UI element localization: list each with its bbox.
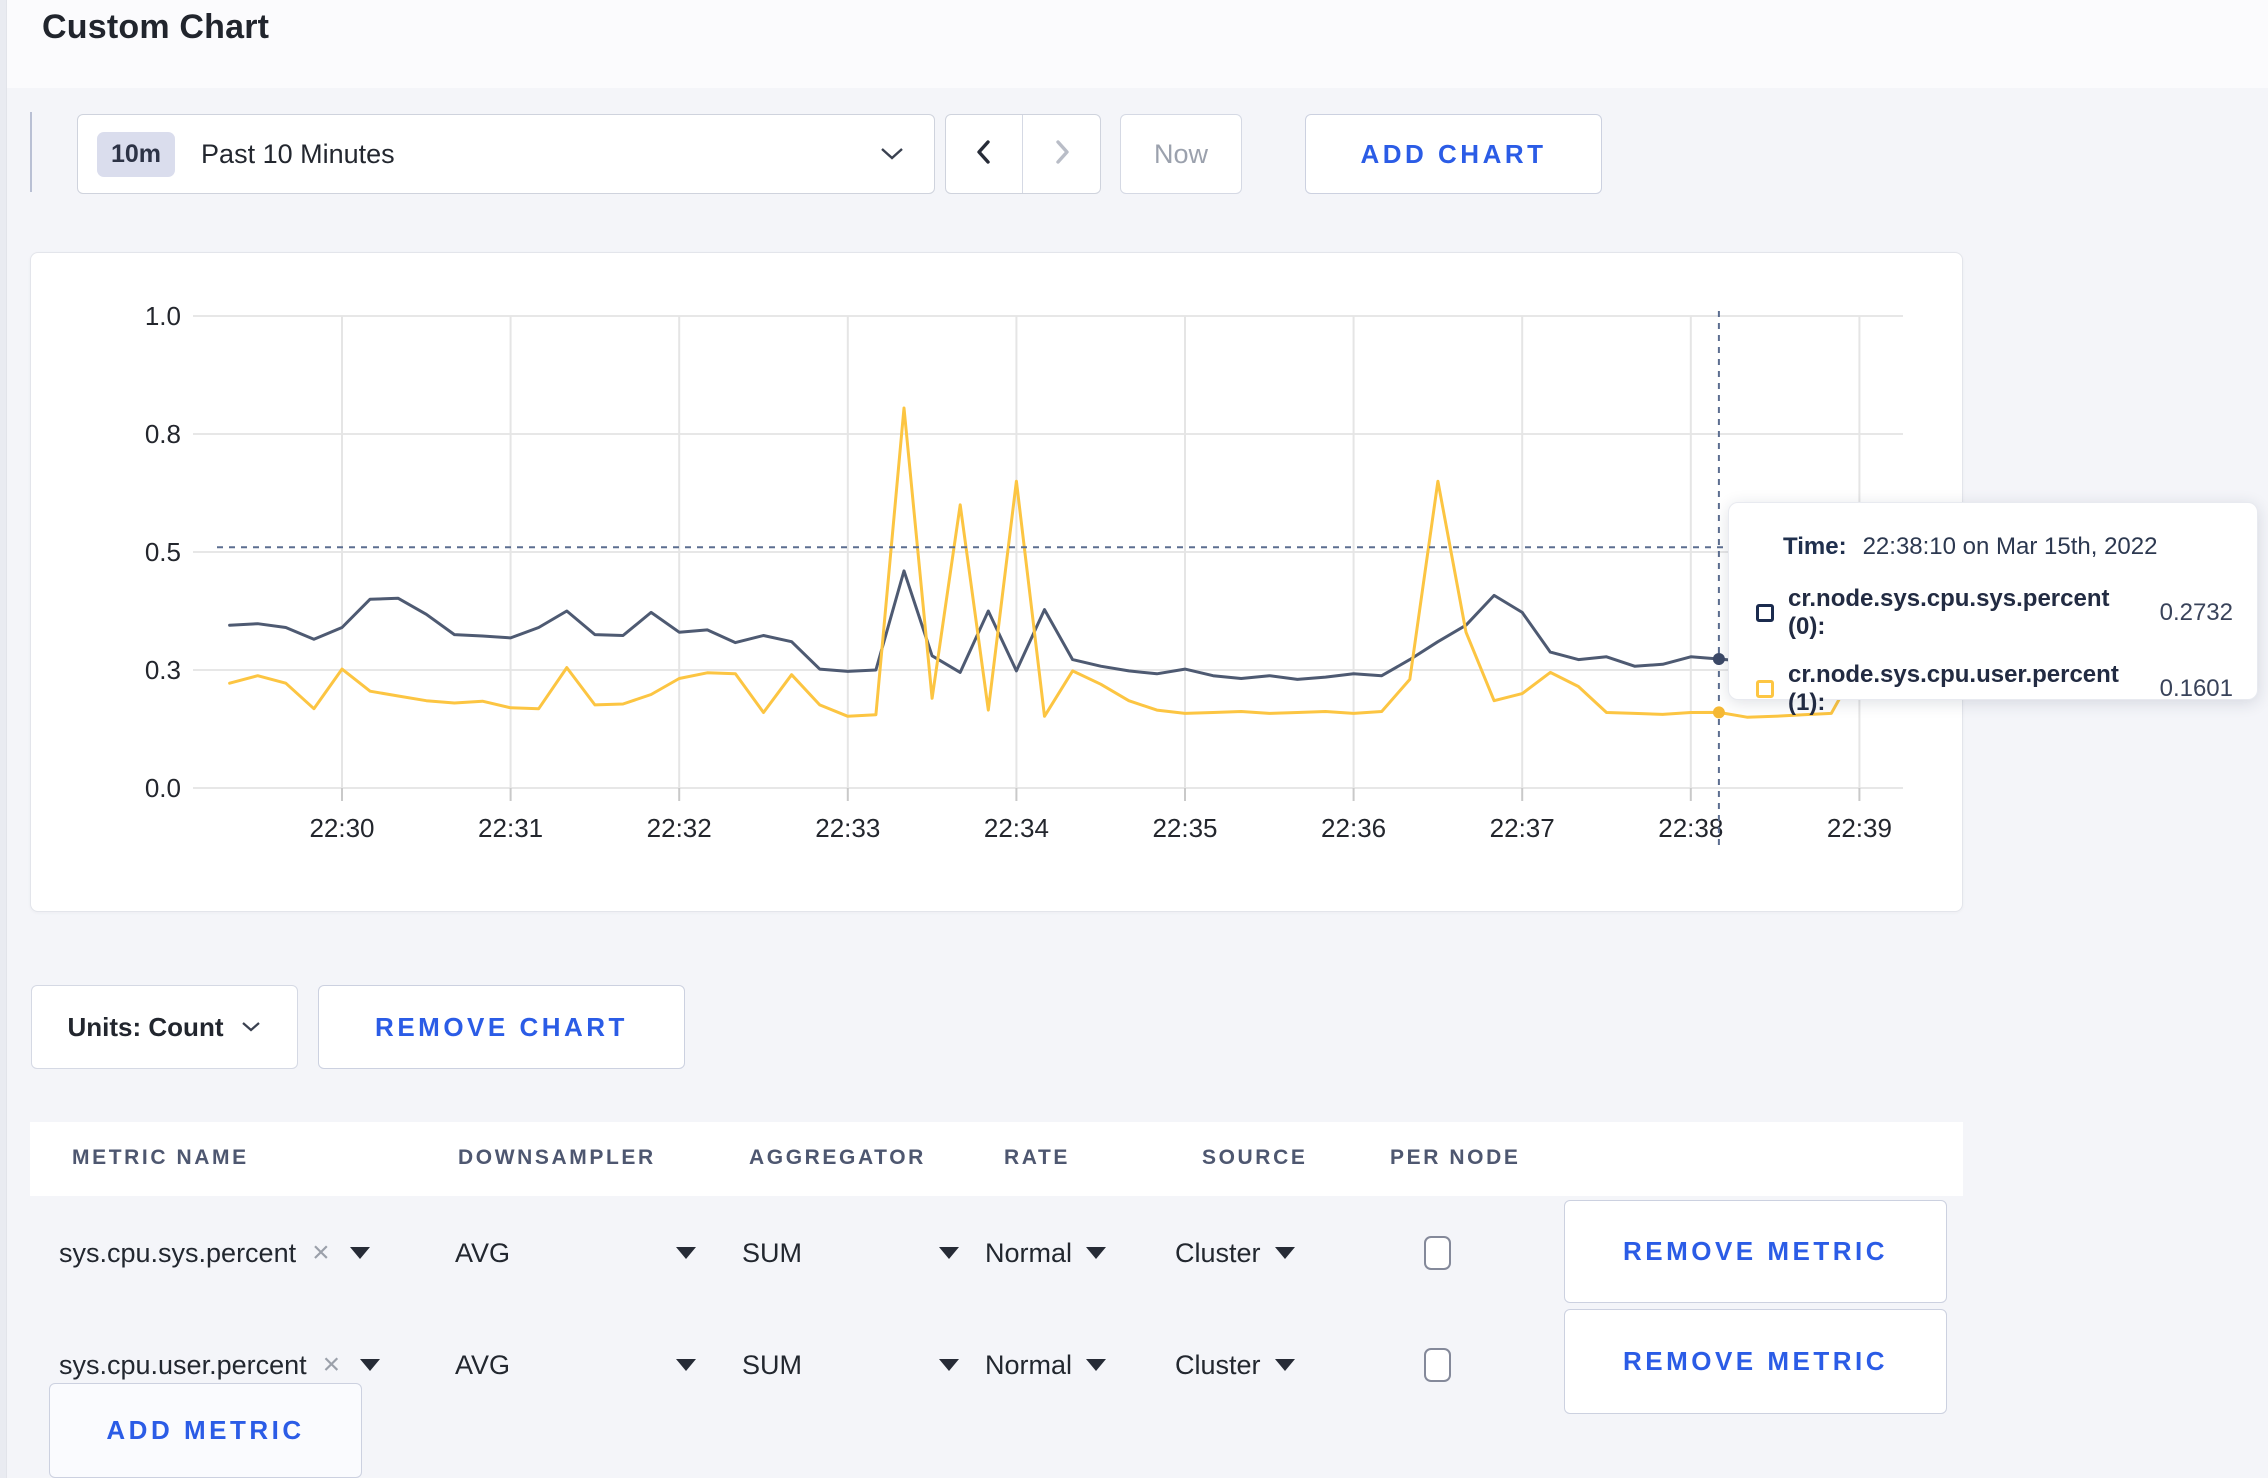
dropdown-arrow-icon (676, 1359, 696, 1371)
svg-text:22:30: 22:30 (309, 813, 374, 843)
downsampler-value: AVG (455, 1237, 511, 1268)
svg-text:22:38: 22:38 (1658, 813, 1723, 843)
prev-time-window-button[interactable] (946, 115, 1023, 193)
svg-text:22:32: 22:32 (647, 813, 712, 843)
aggregator-value: SUM (742, 1349, 802, 1380)
rate-dropdown[interactable]: Normal (985, 1320, 1107, 1410)
dropdown-arrow-icon (1274, 1247, 1295, 1259)
col-header-metric-name: METRIC NAME (72, 1146, 249, 1169)
rate-dropdown[interactable]: Normal (985, 1208, 1107, 1298)
tooltip-series-value: 0.1601 (2159, 675, 2233, 702)
dropdown-arrow-icon (1086, 1247, 1107, 1259)
chevron-left-icon (973, 139, 995, 170)
chevron-down-icon (241, 1021, 261, 1033)
page-left-edge (0, 0, 7, 1478)
svg-text:0.8: 0.8 (145, 419, 181, 449)
series-swatch-icon (1756, 604, 1774, 622)
metric-name-dropdown[interactable]: sys.cpu.user.percent × (59, 1320, 381, 1410)
next-time-window-button[interactable] (1023, 115, 1100, 193)
dropdown-arrow-icon (1274, 1359, 1295, 1371)
time-range-label: Past 10 Minutes (201, 138, 395, 169)
chevron-down-icon (880, 147, 904, 161)
time-scale-badge: 10m (97, 131, 176, 177)
per-node-checkbox[interactable] (1424, 1348, 1451, 1382)
metrics-table-header: METRIC NAME DOWNSAMPLER AGGREGATOR RATE … (30, 1122, 1963, 1196)
metric-name-dropdown[interactable]: sys.cpu.sys.percent × (59, 1208, 370, 1298)
metric-name-value: sys.cpu.user.percent (59, 1349, 307, 1380)
tooltip-time-label: Time: (1783, 533, 1847, 560)
chart-hover-tooltip: Time: 22:38:10 on Mar 15th, 2022 cr.node… (1728, 502, 2258, 716)
remove-metric-button[interactable]: REMOVE METRIC (1564, 1309, 1947, 1414)
svg-text:22:36: 22:36 (1321, 813, 1386, 843)
per-node-checkbox[interactable] (1424, 1236, 1451, 1270)
svg-text:22:31: 22:31 (478, 813, 543, 843)
tooltip-series-name: cr.node.sys.cpu.sys.percent (0): (1788, 585, 2110, 640)
dropdown-arrow-icon (360, 1359, 381, 1371)
metric-row: sys.cpu.user.percent × AVG SUM Normal Cl… (30, 1320, 1963, 1410)
tooltip-series-row: cr.node.sys.cpu.user.percent (1): 0.1601 (1756, 661, 2233, 717)
now-button[interactable]: Now (1120, 114, 1242, 194)
svg-text:22:35: 22:35 (1152, 813, 1217, 843)
tooltip-series-value: 0.2732 (2159, 599, 2233, 626)
tooltip-series-row: cr.node.sys.cpu.sys.percent (0): 0.2732 (1756, 585, 2233, 641)
tooltip-series-name: cr.node.sys.cpu.user.percent (1): (1788, 661, 2119, 716)
metric-row: sys.cpu.sys.percent × AVG SUM Normal Clu… (30, 1208, 1963, 1298)
clear-metric-icon[interactable]: × (322, 1348, 341, 1381)
dropdown-arrow-icon (1086, 1359, 1107, 1371)
col-header-downsampler: DOWNSAMPLER (458, 1146, 656, 1169)
add-chart-button[interactable]: ADD CHART (1305, 114, 1602, 194)
dropdown-arrow-icon (349, 1247, 370, 1259)
dropdown-arrow-icon (676, 1247, 696, 1259)
source-dropdown[interactable]: Cluster (1175, 1320, 1295, 1410)
remove-metric-button[interactable]: REMOVE METRIC (1564, 1200, 1947, 1303)
svg-text:0.5: 0.5 (145, 537, 181, 567)
time-range-dropdown[interactable]: 10m Past 10 Minutes (77, 114, 935, 194)
downsampler-value: AVG (455, 1349, 511, 1380)
downsampler-dropdown[interactable]: AVG (455, 1320, 696, 1410)
dropdown-arrow-icon (939, 1247, 959, 1259)
col-header-source: SOURCE (1202, 1146, 1308, 1169)
source-value: Cluster (1175, 1237, 1261, 1268)
downsampler-dropdown[interactable]: AVG (455, 1208, 696, 1298)
time-window-nav (945, 114, 1101, 194)
remove-chart-button[interactable]: REMOVE CHART (318, 985, 685, 1069)
rate-value: Normal (985, 1237, 1073, 1268)
aggregator-value: SUM (742, 1237, 802, 1268)
source-dropdown[interactable]: Cluster (1175, 1208, 1295, 1298)
units-label: Units: Count (67, 1011, 224, 1042)
header-band (7, 0, 2268, 88)
units-dropdown[interactable]: Units: Count (31, 985, 298, 1069)
svg-text:22:39: 22:39 (1827, 813, 1892, 843)
source-value: Cluster (1175, 1349, 1261, 1380)
toolbar-left-divider (30, 112, 32, 192)
chevron-right-icon (1051, 139, 1073, 170)
tooltip-time-value: 22:38:10 on Mar 15th, 2022 (1862, 533, 2158, 560)
col-header-aggregator: AGGREGATOR (749, 1146, 926, 1169)
chart-card: 1.0 0.8 0.5 0.3 0.0 22:30 22:31 22:32 22:33 22:34… (30, 252, 1963, 912)
col-header-rate: RATE (1004, 1146, 1071, 1169)
series-swatch-icon (1756, 680, 1774, 698)
svg-text:22:37: 22:37 (1490, 813, 1555, 843)
svg-text:22:33: 22:33 (815, 813, 880, 843)
svg-text:22:34: 22:34 (984, 813, 1049, 843)
clear-metric-icon[interactable]: × (312, 1236, 330, 1269)
page-title: Custom Chart (42, 8, 270, 46)
add-metric-button[interactable]: ADD METRIC (49, 1383, 362, 1478)
svg-text:0.3: 0.3 (145, 655, 181, 685)
svg-text:1.0: 1.0 (145, 301, 181, 331)
col-header-per-node: PER NODE (1390, 1146, 1521, 1169)
aggregator-dropdown[interactable]: SUM (742, 1208, 959, 1298)
chart-canvas[interactable]: 1.0 0.8 0.5 0.3 0.0 22:30 22:31 22:32 22:33 22:34… (31, 253, 1964, 913)
aggregator-dropdown[interactable]: SUM (742, 1320, 959, 1410)
rate-value: Normal (985, 1349, 1073, 1380)
dropdown-arrow-icon (939, 1359, 959, 1371)
metric-name-value: sys.cpu.sys.percent (59, 1237, 297, 1268)
svg-text:0.0: 0.0 (145, 773, 181, 803)
